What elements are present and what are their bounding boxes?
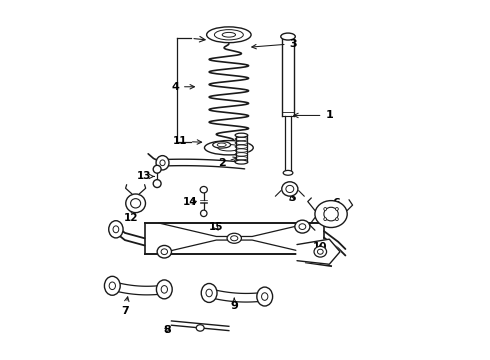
Ellipse shape <box>324 208 327 211</box>
Ellipse shape <box>156 280 172 299</box>
Ellipse shape <box>126 194 146 213</box>
Text: 11: 11 <box>172 136 201 146</box>
Ellipse shape <box>227 233 242 243</box>
Text: 6: 6 <box>333 198 341 208</box>
Text: 4: 4 <box>171 82 195 92</box>
Ellipse shape <box>153 165 161 173</box>
Ellipse shape <box>336 208 338 211</box>
Polygon shape <box>111 282 165 295</box>
Ellipse shape <box>153 180 161 188</box>
Text: 14: 14 <box>183 197 198 207</box>
Text: 15: 15 <box>208 222 223 231</box>
Ellipse shape <box>314 246 326 257</box>
Text: 8: 8 <box>163 325 171 335</box>
Ellipse shape <box>336 218 338 221</box>
Text: 9: 9 <box>230 298 238 311</box>
Ellipse shape <box>104 276 120 295</box>
Polygon shape <box>162 159 245 169</box>
Polygon shape <box>208 289 265 302</box>
Ellipse shape <box>235 160 248 164</box>
Ellipse shape <box>201 283 217 302</box>
Text: 3: 3 <box>252 39 297 49</box>
Text: 13: 13 <box>137 171 154 181</box>
Ellipse shape <box>109 221 123 238</box>
Text: 7: 7 <box>121 297 129 316</box>
Ellipse shape <box>235 133 248 137</box>
Ellipse shape <box>156 156 169 170</box>
Ellipse shape <box>257 287 272 306</box>
Ellipse shape <box>324 218 327 221</box>
Ellipse shape <box>196 325 204 331</box>
Ellipse shape <box>157 246 171 258</box>
Ellipse shape <box>315 201 347 228</box>
Text: 10: 10 <box>313 242 327 252</box>
Ellipse shape <box>282 182 298 196</box>
Text: 5: 5 <box>288 193 295 203</box>
Text: 12: 12 <box>123 210 138 222</box>
Ellipse shape <box>283 170 293 175</box>
Text: 2: 2 <box>218 157 238 168</box>
Text: 1: 1 <box>294 111 333 121</box>
Ellipse shape <box>204 140 253 155</box>
Ellipse shape <box>200 186 207 193</box>
Polygon shape <box>297 239 340 264</box>
Ellipse shape <box>281 33 295 40</box>
Ellipse shape <box>207 27 251 42</box>
Ellipse shape <box>295 220 310 233</box>
Ellipse shape <box>200 210 207 217</box>
Ellipse shape <box>213 141 231 148</box>
